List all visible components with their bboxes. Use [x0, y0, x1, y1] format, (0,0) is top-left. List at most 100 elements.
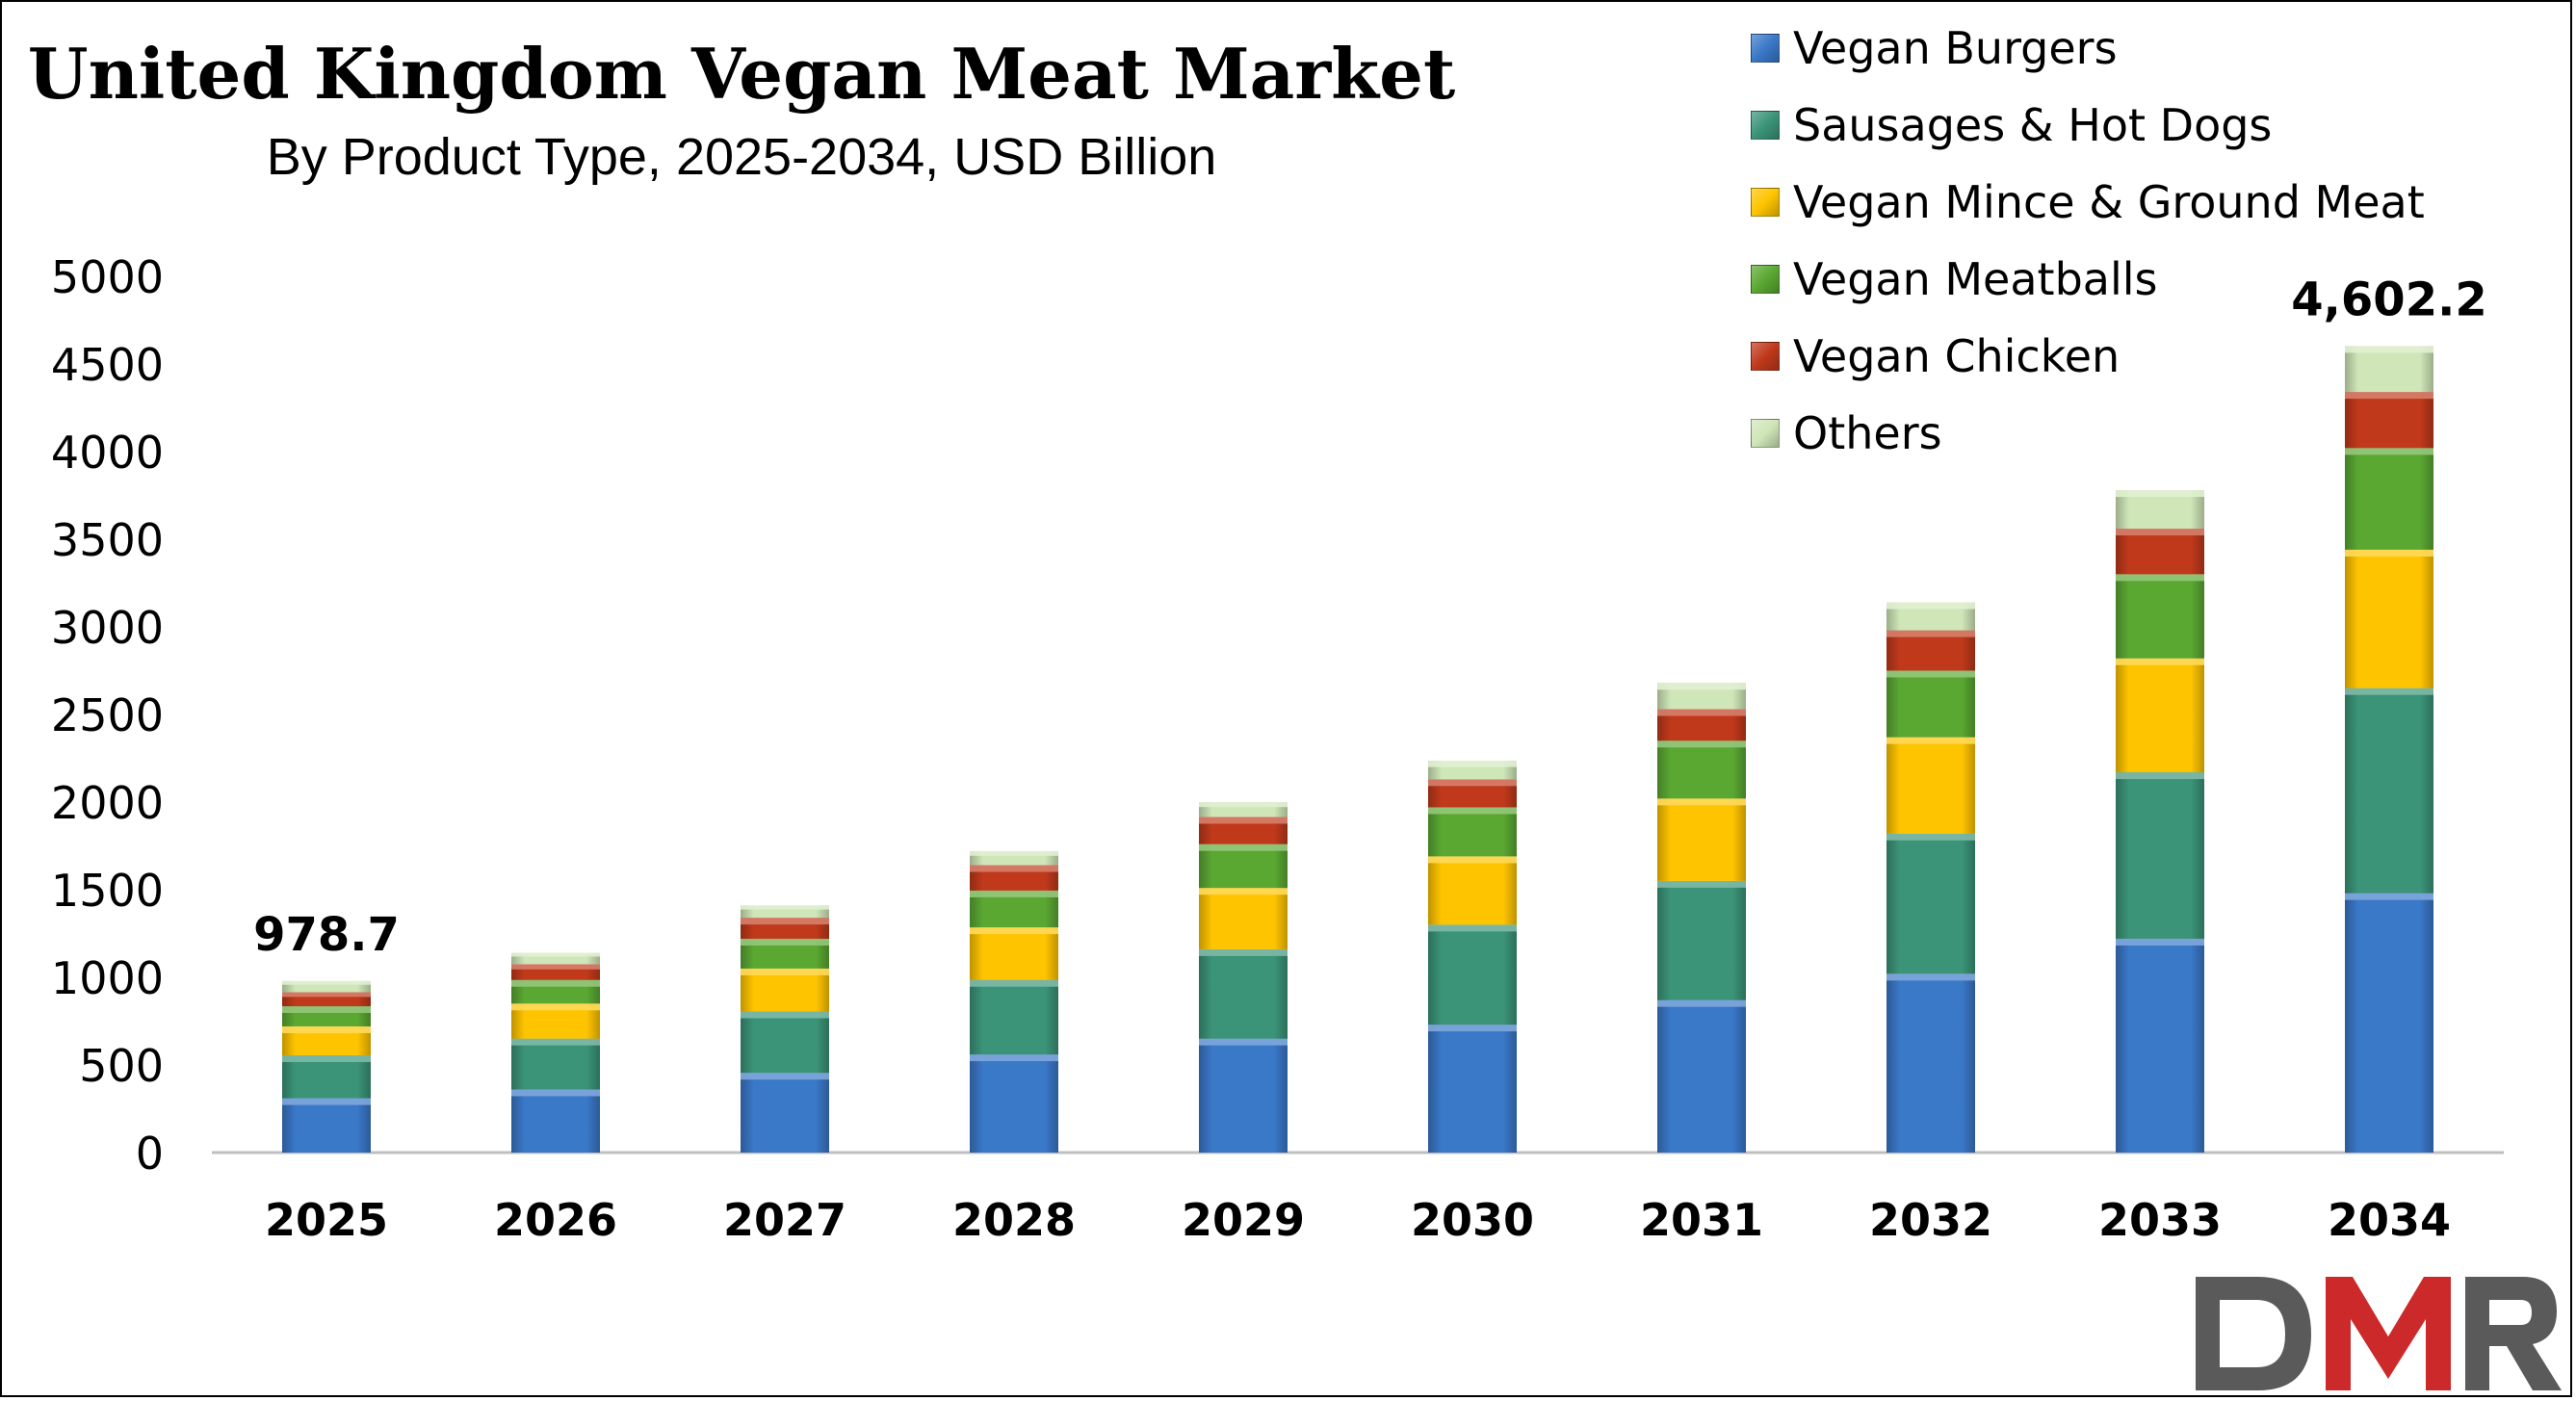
legend-label: Sausages & Hot Dogs [1793, 99, 2273, 151]
bar-segment-highlight [2116, 772, 2204, 780]
bar-segment-highlight [1657, 683, 1746, 690]
legend-item: Vegan Chicken [1751, 318, 2425, 395]
bar-segment [1428, 856, 1517, 925]
bar-segment-highlight [2116, 529, 2204, 536]
bar-segment-highlight [1657, 880, 1746, 888]
bar-segment-highlight [511, 1038, 600, 1046]
bar-segment-highlight [511, 1003, 600, 1011]
bar-segment-highlight [970, 850, 1058, 856]
bar-segment [1886, 670, 1975, 738]
bar-segment-highlight [1657, 740, 1746, 748]
bar-stack-2032 [1886, 602, 1975, 1153]
legend-item: Vegan Burgers [1751, 10, 2425, 87]
bar-segment-highlight [2116, 490, 2204, 498]
bars-group [282, 346, 2433, 1153]
bar-segment-highlight [970, 1054, 1058, 1062]
bar-segment-highlight [1428, 779, 1517, 787]
bar-segment-highlight [2345, 893, 2433, 900]
bar-segment [511, 1038, 600, 1090]
bar-segment-highlight [2345, 392, 2433, 400]
bar-segment-highlight [1657, 999, 1746, 1007]
bar-segment-highlight [1428, 1025, 1517, 1032]
bar-segment [1886, 973, 1975, 1153]
bar-total-label: 4,602.2 [2291, 272, 2486, 326]
bar-segment [1199, 948, 1288, 1039]
dmr-logo [2196, 1277, 2562, 1390]
bar-segment-highlight [282, 1025, 371, 1033]
bar-segment [970, 1054, 1058, 1153]
bar-segment [1657, 798, 1746, 881]
bar-segment [2345, 549, 2433, 688]
bar-segment-highlight [741, 1073, 829, 1080]
bar-segment [741, 968, 829, 1012]
legend-label: Vegan Mince & Ground Meat [1793, 176, 2425, 228]
bar-stack-2030 [1428, 761, 1517, 1153]
bar-total-label: 978.7 [253, 908, 400, 962]
bar-segment-highlight [511, 979, 600, 987]
bar-segment-highlight [970, 979, 1058, 987]
bar-segment-highlight [1199, 843, 1288, 851]
legend: Vegan Burgers Sausages & Hot Dogs Vegan Mi… [1751, 10, 2425, 472]
y-tick-label: 4000 [51, 427, 164, 479]
bar-segment-highlight [1657, 709, 1746, 716]
bar-segment-highlight [1657, 798, 1746, 806]
bar-segment-highlight [1886, 737, 1975, 744]
bar-segment [1199, 888, 1288, 949]
x-tick-label: 2027 [723, 1194, 846, 1246]
bar-segment-highlight [1199, 817, 1288, 824]
bar-segment [1886, 833, 1975, 974]
chart-title: United Kingdom Vegan Meat Market [27, 33, 1456, 115]
bar-segment-highlight [970, 865, 1058, 872]
y-tick-label: 3500 [51, 514, 164, 566]
bar-segment-highlight [1199, 1038, 1288, 1046]
x-tick-label: 2030 [1411, 1194, 1534, 1246]
legend-item: Vegan Meatballs [1751, 241, 2425, 318]
y-tick-label: 1500 [51, 865, 164, 917]
bar-segment [1657, 740, 1746, 799]
legend-label: Vegan Meatballs [1793, 253, 2158, 305]
bar-segment-highlight [282, 992, 371, 998]
bar-segment-highlight [741, 905, 829, 910]
y-tick-label: 1000 [51, 952, 164, 1004]
bar-segment-highlight [282, 980, 371, 985]
legend-swatch [1751, 188, 1780, 217]
x-tick-label: 2033 [2098, 1194, 2222, 1246]
bar-segment-highlight [1428, 856, 1517, 864]
bar-segment-highlight [2345, 346, 2433, 353]
bar-segment [2345, 688, 2433, 894]
bar-segment-highlight [1199, 802, 1288, 808]
y-tick-label: 5000 [51, 251, 164, 303]
bar-segment-highlight [1428, 761, 1517, 767]
data-labels: 978.7 4,602.2 [253, 272, 2487, 961]
bar-stack-2029 [1199, 802, 1288, 1153]
bar-segment [2116, 574, 2204, 659]
bar-segment [2345, 346, 2433, 393]
bar-segment-highlight [1199, 888, 1288, 895]
x-tick-label: 2032 [1869, 1194, 1992, 1246]
legend-swatch [1751, 34, 1780, 63]
bar-segment-highlight [282, 1098, 371, 1105]
legend-label: Vegan Chicken [1793, 330, 2121, 382]
bar-segment [1428, 924, 1517, 1025]
bar-segment-highlight [741, 918, 829, 925]
bar-segment [1428, 1025, 1517, 1153]
legend-item: Vegan Mince & Ground Meat [1751, 164, 2425, 241]
bar-segment-highlight [1886, 833, 1975, 841]
bar-segment-highlight [2116, 938, 2204, 946]
bar-segment-highlight [282, 1006, 371, 1014]
bar-segment-highlight [1886, 973, 1975, 981]
bar-segment-highlight [2345, 688, 2433, 695]
bar-stack-2027 [741, 905, 829, 1153]
bar-segment [282, 1054, 371, 1099]
bar-segment [970, 979, 1058, 1055]
bar-segment-highlight [2345, 448, 2433, 455]
bar-segment-highlight [1886, 630, 1975, 637]
legend-item: Sausages & Hot Dogs [1751, 87, 2425, 164]
bar-segment [1199, 1038, 1288, 1153]
legend-label: Others [1793, 407, 1942, 459]
bar-segment-highlight [2345, 549, 2433, 557]
bar-segment [2345, 448, 2433, 550]
y-axis: 0 500 1000 1500 2000 2500 3000 3500 4000 4500 5000 [51, 251, 164, 1180]
y-tick-label: 500 [79, 1040, 164, 1092]
